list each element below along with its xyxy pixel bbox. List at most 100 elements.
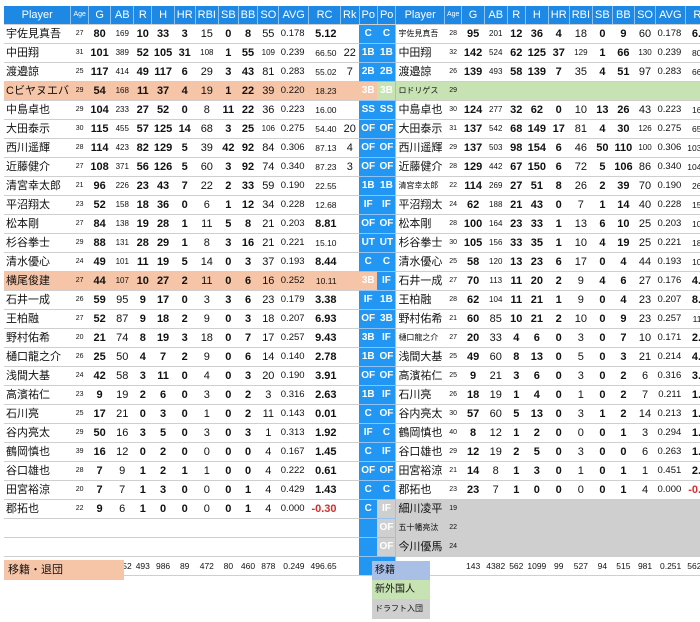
stat-cell: 17 <box>151 290 175 311</box>
stat-cell: 6 <box>238 290 258 311</box>
header-left-5: H <box>151 6 175 26</box>
stat-cell: 19 <box>612 233 635 254</box>
stat-cell: 13 <box>569 214 593 235</box>
table-row: 石川亮 25 17 21 0 3 0 1 0 2 11 0.143 0.01 C OF 谷内亮太 30 57 60 5… <box>4 404 700 425</box>
stat-cell: 87.23 <box>308 157 341 178</box>
stat-cell: 3 <box>238 366 258 387</box>
stat-cell: 10 <box>634 328 656 349</box>
stat-cell <box>685 518 700 539</box>
stat-cell: 46 <box>569 138 593 159</box>
stat-cell: 5 <box>218 214 239 235</box>
header-right-0: Po <box>377 6 397 26</box>
stat-cell: 16 <box>238 233 258 254</box>
stat-cell: 0 <box>218 328 239 349</box>
position-cell: IF <box>377 385 397 406</box>
stat-cell: 10.11 <box>308 271 341 292</box>
stat-cell: 0 <box>133 404 152 425</box>
stat-cell: 1 <box>592 404 613 425</box>
stat-cell: 28 <box>133 233 152 254</box>
stat-cell: 1099 <box>525 556 549 577</box>
stat-cell: 7 <box>484 480 508 501</box>
stat-cell: 26 <box>444 62 462 83</box>
stat-cell: 0.221 <box>655 233 686 254</box>
stat-cell: 29 <box>70 233 89 254</box>
stat-cell: 104 <box>484 290 508 311</box>
stat-cell: 60 <box>195 157 219 178</box>
stat-cell: 2.78 <box>308 347 341 368</box>
stat-cell: 129 <box>461 157 485 178</box>
table-row: 近藤健介 27 108 371 56 126 5 60 3 92 74 0.340 87.23 3 OF OF… <box>4 157 700 178</box>
stat-cell: 20 <box>257 366 279 387</box>
player-name: 中田翔 <box>4 43 71 64</box>
stat-cell: 57 <box>461 404 485 425</box>
player-name: 谷内亮太 <box>395 404 445 425</box>
stat-cell: 2 <box>525 423 549 444</box>
stat-cell <box>461 81 485 102</box>
stat-cell: 2.63 <box>308 385 341 406</box>
stat-cell <box>195 518 219 539</box>
stat-cell <box>461 537 485 558</box>
stat-cell: 120 <box>484 252 508 273</box>
stat-cell: 7 <box>238 328 258 349</box>
player-name: 谷内亮太 <box>4 423 71 444</box>
stat-cell: 100 <box>461 214 485 235</box>
stat-cell: 0 <box>218 423 239 444</box>
stat-cell <box>340 100 359 121</box>
stat-cell: 23 <box>634 309 656 330</box>
player-name: 中島卓也 <box>395 100 445 121</box>
stat-cell: -0.36 <box>685 480 700 501</box>
stat-cell: 0 <box>174 100 196 121</box>
stat-cell: 0 <box>174 499 196 520</box>
stat-cell: 371 <box>110 157 134 178</box>
stat-cell: 18 <box>257 309 279 330</box>
stat-cell: 19 <box>110 385 134 406</box>
stat-cell: 24 <box>70 252 89 273</box>
stat-cell: 109 <box>257 43 279 64</box>
player-name: 樋口龍之介 <box>4 347 71 368</box>
stat-cell: 28 <box>444 290 462 311</box>
stat-cell: 114 <box>461 176 485 197</box>
stat-cell: 11 <box>133 81 152 102</box>
stat-cell: 35 <box>569 62 593 83</box>
stat-cell: 6 <box>525 328 549 349</box>
stat-cell: 0 <box>174 442 196 463</box>
stat-cell: 60 <box>461 309 485 330</box>
stat-cell: 455 <box>110 119 134 140</box>
position-cell: OF <box>377 119 397 140</box>
player-name: 郡拓也 <box>395 480 445 501</box>
stat-cell: 2 <box>612 385 635 406</box>
player-name: 野村佑希 <box>4 328 71 349</box>
table-body: 宇佐見真吾 27 80 169 10 33 3 15 0 8 55 0.178 5.12 C C 宇佐見真吾 2… <box>4 24 700 577</box>
stat-cell: 84 <box>257 138 279 159</box>
stat-cell: 201 <box>484 24 508 45</box>
stat-cell: 22 <box>444 518 462 539</box>
stat-cell <box>634 537 656 558</box>
stat-cell: 40 <box>444 423 462 444</box>
stat-cell: 52 <box>88 309 111 330</box>
stat-cell: 0 <box>174 366 196 387</box>
player-name: 石川亮 <box>4 404 71 425</box>
stat-cell: 44 <box>88 271 111 292</box>
header-left-14: Po <box>359 6 378 26</box>
player-name: 石川亮 <box>395 385 445 406</box>
stat-cell: 25 <box>444 252 462 273</box>
stat-cell: 125 <box>525 43 549 64</box>
stat-cell: 50 <box>88 423 111 444</box>
stat-cell <box>592 81 613 102</box>
stat-cell: 0 <box>612 442 635 463</box>
stat-cell: 9 <box>88 385 111 406</box>
stat-cell: 21 <box>525 290 549 311</box>
table-row: 郡拓也 22 9 6 1 0 0 0 0 1 4 0.000 -0.30 C IF 細川凌平 19 <box>4 499 700 520</box>
player-name: 清宮幸太郎 <box>4 176 71 197</box>
stat-cell: 98 <box>507 138 526 159</box>
stat-cell: 0.263 <box>655 442 686 463</box>
stat-cell: 15.08 <box>685 195 700 216</box>
stat-cell <box>340 442 359 463</box>
stat-cell: 87 <box>110 309 134 330</box>
stat-cell: 74 <box>110 328 134 349</box>
stat-cell: 28 <box>444 214 462 235</box>
player-name: 清水優心 <box>4 252 71 273</box>
stat-cell: 49 <box>88 252 111 273</box>
stat-cell: 7 <box>110 480 134 501</box>
stat-cell: 89 <box>174 556 196 577</box>
